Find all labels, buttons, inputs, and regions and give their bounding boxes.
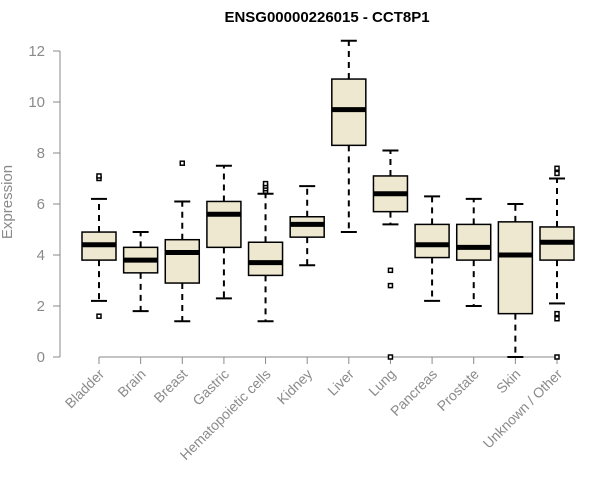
outlier-point bbox=[387, 282, 394, 289]
y-ticks: 0 2 4 6 8 10 12 bbox=[28, 43, 60, 366]
box bbox=[414, 223, 450, 259]
outlier-point bbox=[387, 354, 394, 360]
box bbox=[289, 216, 325, 238]
outlier-point bbox=[179, 160, 186, 166]
outlier-point bbox=[262, 180, 269, 187]
outlier-point bbox=[554, 165, 560, 172]
y-tick-label: 6 bbox=[37, 196, 45, 213]
box-group bbox=[455, 197, 492, 307]
box bbox=[164, 238, 201, 284]
x-tick-label: Prostate bbox=[434, 366, 482, 414]
outlier-point bbox=[554, 354, 560, 360]
x-tick-label: Breast bbox=[150, 366, 190, 406]
y-tick-label: 8 bbox=[37, 145, 45, 162]
boxes bbox=[81, 39, 575, 360]
box-group bbox=[247, 180, 284, 323]
x-tick-label: Liver bbox=[324, 366, 357, 399]
outlier-point bbox=[554, 170, 560, 177]
x-tick-label: Unknown / Other bbox=[480, 366, 566, 452]
box-group bbox=[414, 195, 450, 302]
box bbox=[331, 78, 367, 147]
outlier-point bbox=[387, 267, 394, 274]
box-group bbox=[164, 160, 201, 323]
x-tick-label: Skin bbox=[493, 366, 524, 397]
y-axis-label: Expression bbox=[0, 165, 16, 239]
outlier-point bbox=[96, 313, 102, 319]
outlier-point bbox=[96, 173, 102, 179]
y-tick-label: 4 bbox=[37, 247, 45, 264]
x-tick-label: Kidney bbox=[274, 366, 316, 408]
box-group bbox=[206, 164, 242, 300]
box-group bbox=[122, 231, 159, 313]
box-group bbox=[372, 149, 409, 360]
y-tick-label: 10 bbox=[28, 94, 45, 111]
outlier-point bbox=[554, 316, 560, 322]
box-group bbox=[539, 165, 575, 360]
outlier-point bbox=[554, 310, 560, 317]
x-tick-label: Lung bbox=[365, 366, 398, 399]
box-group bbox=[497, 203, 534, 358]
box bbox=[497, 221, 534, 315]
box bbox=[455, 223, 492, 261]
box-group bbox=[331, 39, 367, 234]
box-group bbox=[81, 173, 117, 319]
y-tick-label: 0 bbox=[37, 349, 45, 366]
chart-title: ENSG00000226015 - CCT8P1 bbox=[224, 9, 429, 26]
x-tick-label: Brain bbox=[114, 366, 148, 400]
box bbox=[247, 241, 284, 277]
y-tick-label: 2 bbox=[37, 298, 45, 315]
x-tick-label: Bladder bbox=[62, 366, 108, 412]
y-tick-label: 12 bbox=[28, 43, 45, 60]
box bbox=[206, 200, 242, 249]
box-group bbox=[289, 185, 325, 267]
